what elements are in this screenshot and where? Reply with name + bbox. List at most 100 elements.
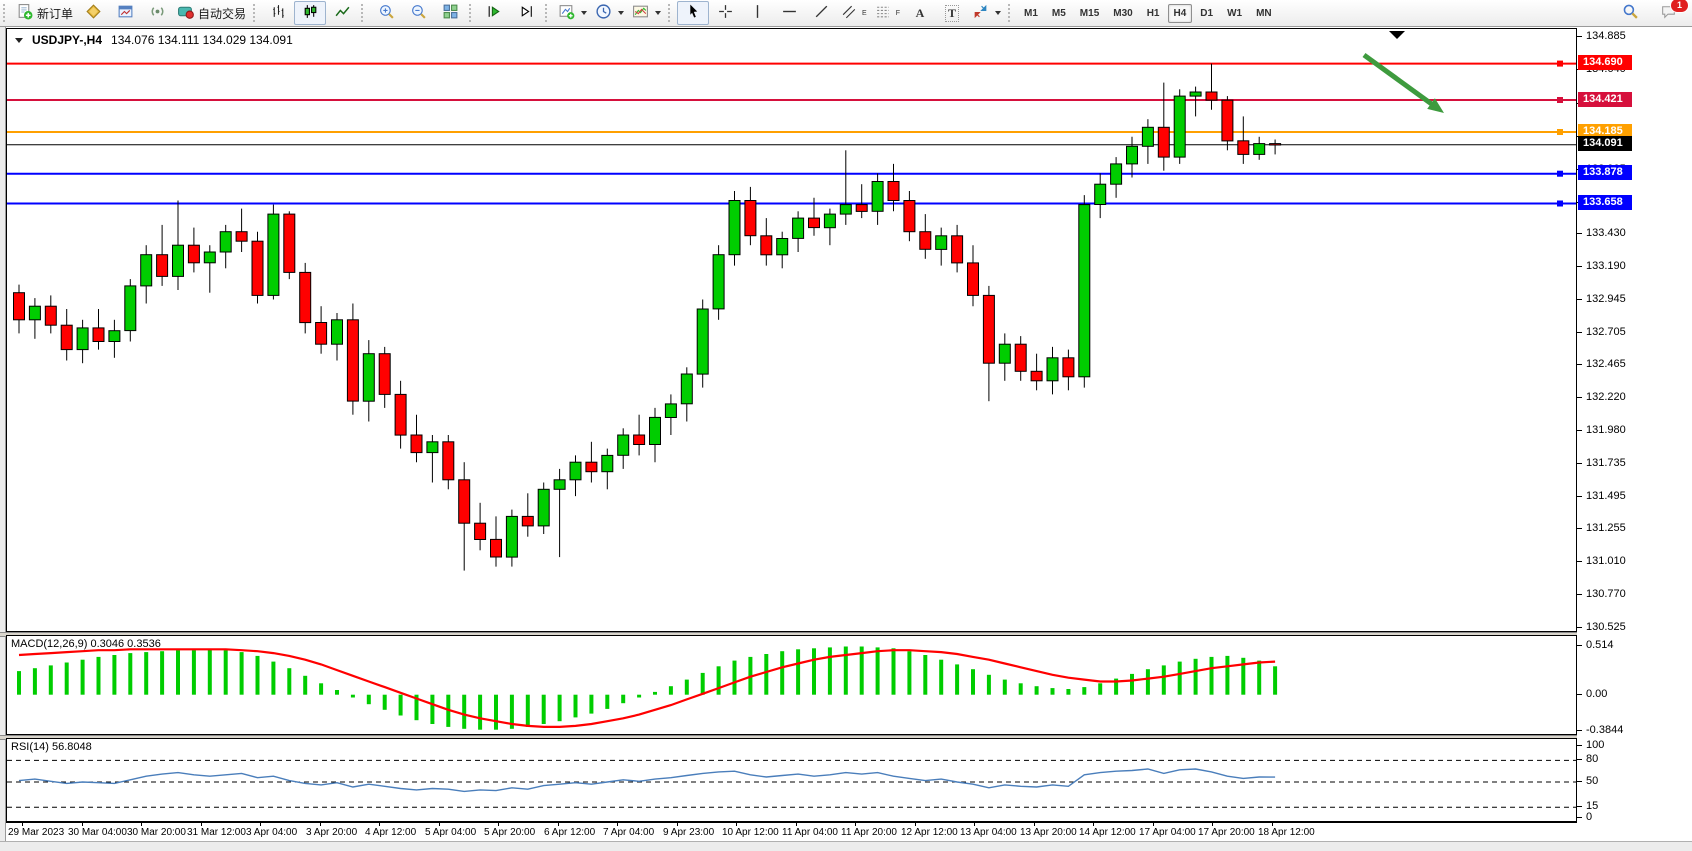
auto-scroll-icon [486, 3, 503, 23]
time-tick-label: 11 Apr 04:00 [782, 827, 838, 838]
vertical-line-button[interactable] [741, 1, 773, 25]
toolbar-drag-handle[interactable] [545, 4, 551, 22]
market-watch-icon [85, 3, 102, 23]
timeframe-button-m1[interactable]: M1 [1023, 7, 1038, 19]
time-tick [1272, 823, 1273, 826]
clock-icon [595, 3, 612, 23]
rsi-tick-label: 15 [1586, 800, 1599, 812]
line-chart-button[interactable] [326, 1, 358, 25]
price-tick [1577, 496, 1582, 497]
price-line-badge: 134.185 [1578, 124, 1632, 139]
price-tick-label: 131.735 [1586, 457, 1626, 469]
macd-tick [1577, 730, 1582, 731]
timeframe-button-m30[interactable]: M30 [1113, 7, 1133, 19]
rsi-pane[interactable]: RSI(14) 56.8048 [6, 738, 1577, 822]
timeframe-button-h1[interactable]: H1 [1146, 7, 1160, 19]
new-order-button[interactable]: 新订单 [12, 1, 77, 25]
toolbar-group-timeframes: M1 M5 M15 M30 H1 H4 D1 W1 MN [1017, 0, 1279, 26]
crosshair-button[interactable] [709, 1, 741, 25]
auto-trading-label: 自动交易 [198, 6, 247, 21]
toolbar-group-zoom [370, 0, 466, 26]
navigator-button[interactable] [109, 1, 141, 25]
price-tick-label: 133.190 [1586, 260, 1626, 272]
time-tick [915, 823, 916, 826]
candlestick-chart[interactable] [7, 29, 1576, 631]
chart-menu-triangle-icon[interactable] [15, 37, 23, 43]
price-tick [1577, 364, 1582, 365]
time-tick-label: 6 Apr 12:00 [544, 827, 596, 838]
timeframe-button-h4[interactable]: H4 [1167, 3, 1193, 23]
text-button[interactable]: A [904, 1, 936, 25]
time-tick-label: 13 Apr 20:00 [1020, 827, 1077, 838]
fibonacci-button[interactable]: F [871, 1, 904, 25]
timeframe-button-d1[interactable]: D1 [1200, 7, 1214, 19]
cursor-button[interactable] [677, 1, 710, 25]
rsi-chart[interactable] [7, 739, 1576, 821]
price-tick [1577, 332, 1582, 333]
toolbar-drag-handle[interactable] [361, 4, 367, 22]
periods-dropdown[interactable] [591, 1, 628, 25]
ohlc-values: 134.076 134.111 134.029 134.091 [111, 33, 293, 47]
equidistant-channel-icon [841, 3, 858, 23]
price-line-badge: 134.421 [1578, 92, 1632, 107]
price-line-badge: 133.878 [1578, 165, 1632, 180]
zoom-in-button[interactable] [370, 1, 402, 25]
price-line-badge: 134.091 [1578, 136, 1632, 151]
tile-windows-button[interactable] [434, 1, 466, 25]
chart-shift-icon [518, 3, 535, 23]
time-tick-label: 7 Apr 04:00 [603, 827, 655, 838]
trendline-button[interactable] [805, 1, 837, 25]
timeframe-button-m5[interactable]: M5 [1051, 7, 1066, 19]
text-label-button[interactable]: T [936, 1, 968, 25]
toolbar-drag-handle[interactable] [253, 4, 259, 22]
new-order-label: 新订单 [37, 6, 74, 21]
toolbar-drag-handle[interactable] [1007, 4, 1014, 22]
time-tick [1093, 823, 1094, 826]
price-tick-label: 132.705 [1586, 326, 1626, 338]
signals-button[interactable] [141, 1, 173, 25]
search-icon [1622, 3, 1639, 23]
price-tick [1577, 397, 1582, 398]
chart-shift-button[interactable] [510, 1, 542, 25]
template-icon [632, 3, 649, 23]
auto-scroll-button[interactable] [478, 1, 510, 25]
time-tick-label: 30 Mar 20:00 [127, 827, 186, 838]
macd-chart[interactable] [7, 636, 1576, 734]
horizontal-line-button[interactable] [773, 1, 805, 25]
tile-windows-icon [442, 3, 459, 23]
arrows-dropdown[interactable] [968, 1, 1005, 25]
equidistant-channel-button[interactable]: E [837, 1, 871, 25]
toolbar-drag-handle[interactable] [469, 4, 475, 22]
macd-tick-label: -0.3844 [1586, 724, 1624, 736]
chevron-down-icon [581, 11, 588, 15]
toolbar-right: 1 [1614, 0, 1692, 25]
price-axis[interactable]: 134.885134.640134.395134.150133.905133.6… [1577, 28, 1692, 823]
main-chart-pane[interactable]: USDJPY-,H4 134.076 134.111 134.029 134.0… [6, 28, 1577, 632]
price-tick-label: 132.220 [1586, 391, 1626, 403]
toolbar-group-new-objects [554, 0, 665, 26]
templates-dropdown[interactable] [628, 1, 665, 25]
new-order-icon [16, 3, 33, 23]
candlestick-chart-button[interactable] [294, 1, 327, 25]
timeframe-button-w1[interactable]: W1 [1227, 7, 1243, 19]
macd-pane[interactable]: MACD(12,26,9) 0.3046 0.3536 [6, 635, 1577, 735]
price-tick [1577, 233, 1582, 234]
bar-chart-button[interactable] [262, 1, 294, 25]
auto-trading-button[interactable]: 自动交易 [173, 1, 250, 25]
rsi-tick [1577, 759, 1582, 760]
rsi-tick [1577, 817, 1582, 818]
toolbar-drag-handle[interactable] [3, 4, 9, 22]
zoom-out-button[interactable] [402, 1, 434, 25]
timeframe-button-mn[interactable]: MN [1256, 7, 1272, 19]
time-axis[interactable]: 29 Mar 2023 30 Mar 04:00 30 Mar 20:00 31 Ma… [6, 822, 1577, 841]
price-tick [1577, 594, 1582, 595]
market-watch-button[interactable] [77, 1, 109, 25]
toolbar-drag-handle[interactable] [668, 4, 674, 22]
zoom-in-icon [378, 3, 395, 23]
new-chart-dropdown[interactable] [554, 1, 591, 25]
search-button[interactable] [1614, 1, 1646, 25]
macd-tick [1577, 645, 1582, 646]
notifications-button[interactable]: 1 [1652, 0, 1689, 25]
chevron-down-icon [655, 11, 662, 15]
timeframe-button-m15[interactable]: M15 [1079, 7, 1100, 19]
